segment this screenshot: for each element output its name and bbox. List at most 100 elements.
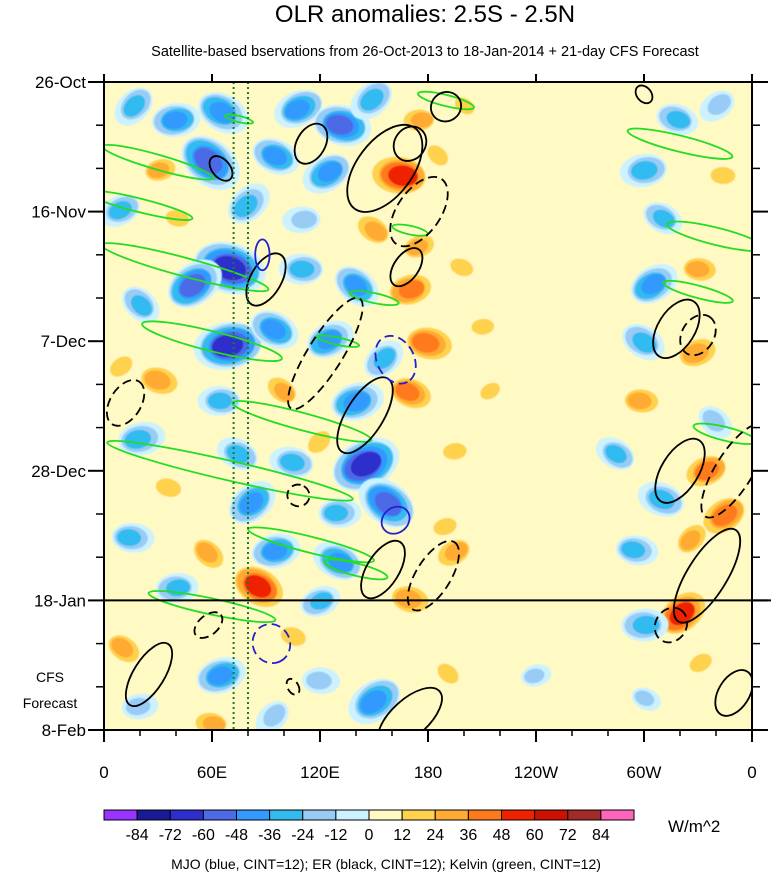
x-tick-label: 0 xyxy=(747,763,756,782)
anomaly-level xyxy=(212,334,244,357)
anomaly-level xyxy=(652,209,675,228)
anomaly-blob xyxy=(187,533,226,570)
forecast-label-line-1: CFS xyxy=(36,669,64,685)
anomaly-level xyxy=(632,332,657,353)
anomaly-blob xyxy=(643,202,683,235)
anomaly-level xyxy=(207,392,233,410)
anomaly-level xyxy=(707,94,732,115)
anomaly-level xyxy=(116,529,142,546)
anomaly-blob xyxy=(350,82,392,120)
anomaly-blob xyxy=(198,92,249,134)
kelvin-contour xyxy=(662,279,734,304)
anomaly-blob xyxy=(631,687,661,711)
kelvin-contour xyxy=(315,334,361,348)
anomaly-blob xyxy=(193,321,262,370)
anomaly-blob xyxy=(595,437,635,470)
anomaly-blob xyxy=(615,535,659,566)
wave-filter-contours xyxy=(104,84,752,730)
colorbar: -84 -72 -60 -48 -36 -24 -12 0 12 24 36 48 60 72 84 xyxy=(103,809,635,844)
anomaly-level xyxy=(443,443,467,460)
anomaly-blob xyxy=(331,382,384,421)
anomaly-level xyxy=(285,99,310,120)
kelvin-contour xyxy=(666,220,752,252)
anomaly-blob xyxy=(463,315,497,339)
er-contour xyxy=(208,155,234,182)
y-tick-label: 28-Dec xyxy=(31,462,86,481)
kelvin-contour xyxy=(104,242,270,293)
mjo-contour xyxy=(380,505,411,535)
colorbar-swatch xyxy=(434,809,469,821)
anomaly-blob xyxy=(265,375,302,408)
anomaly-blob xyxy=(637,481,684,517)
er-contour xyxy=(124,641,174,707)
x-axis: 0 60E 120E 180 120W 60W 0 xyxy=(99,74,757,782)
colorbar-unit: W/m^2 xyxy=(668,817,720,836)
anomaly-blob xyxy=(430,656,462,687)
kelvin-contour xyxy=(224,113,254,125)
anomaly-blob xyxy=(700,493,751,537)
anomaly-level xyxy=(280,627,306,646)
colorbar-swatch xyxy=(169,809,204,821)
colorbar-label: -48 xyxy=(225,827,248,844)
colorbar-label: -60 xyxy=(192,827,215,844)
anomaly-blob xyxy=(168,259,222,308)
anomaly-blob xyxy=(228,481,276,524)
er-contour xyxy=(679,313,717,357)
anomaly-level xyxy=(682,343,709,364)
kelvin-contour xyxy=(106,439,354,502)
anomaly-blob xyxy=(423,141,455,172)
anomaly-blob xyxy=(146,473,185,501)
colorbar-swatch xyxy=(401,809,436,821)
anomaly-blob xyxy=(521,664,552,687)
anomaly-level xyxy=(162,111,188,129)
anomaly-blob xyxy=(276,623,314,652)
er-contour xyxy=(392,125,428,162)
colorbar-label: 48 xyxy=(493,827,511,844)
anomaly-level xyxy=(130,295,153,316)
anomaly-level xyxy=(165,209,190,227)
anomaly-level xyxy=(360,690,387,714)
anomaly-level xyxy=(234,194,258,218)
kelvin-contour xyxy=(147,590,277,624)
colorbar-label: -84 xyxy=(126,827,149,844)
anomaly-blob xyxy=(477,377,507,403)
y-axis: 26-Oct 16-Nov 7-Dec 28-Dec 18-Jan 8-Feb xyxy=(31,73,768,740)
anomaly-level xyxy=(360,88,384,111)
anomaly-level xyxy=(262,146,288,166)
anomaly-level xyxy=(694,461,720,481)
anomaly-blob xyxy=(621,608,669,642)
anomaly-blob xyxy=(161,206,197,232)
anomaly-level xyxy=(155,478,182,497)
anomaly-blob xyxy=(269,446,314,478)
anomaly-blob xyxy=(318,498,362,528)
anomaly-blob xyxy=(114,87,153,126)
er-contour xyxy=(389,175,449,248)
forecast-label-line-2: Forecast xyxy=(23,695,78,711)
anomaly-level xyxy=(343,391,371,412)
colorbar-label: 0 xyxy=(365,827,374,844)
anomaly-level xyxy=(262,542,288,560)
colorbar-swatch xyxy=(534,809,569,821)
er-contour xyxy=(634,84,654,105)
colorbar-label: 84 xyxy=(592,827,610,844)
anomaly-blob xyxy=(656,103,699,135)
colorbar-swatch xyxy=(368,809,403,821)
er-contour xyxy=(286,483,311,508)
anomaly-blob xyxy=(401,106,441,134)
chart-subtitle: Satellite-based bservations from 26-Oct-… xyxy=(151,44,699,60)
anomaly-blob xyxy=(106,350,140,381)
plot-area xyxy=(103,81,771,731)
anomaly-blob xyxy=(274,90,323,128)
er-contour xyxy=(193,611,224,639)
colorbar-label: 72 xyxy=(559,827,577,844)
er-contour xyxy=(377,686,443,730)
anomaly-level xyxy=(437,663,459,684)
anomaly-level xyxy=(686,260,710,278)
anomaly-blob xyxy=(348,678,401,724)
colorbar-label: 36 xyxy=(459,827,477,844)
x-tick-label: 120E xyxy=(300,763,340,782)
colorbar-swatch xyxy=(302,809,337,821)
anomaly-level xyxy=(317,161,342,182)
anomaly-level xyxy=(471,318,495,335)
